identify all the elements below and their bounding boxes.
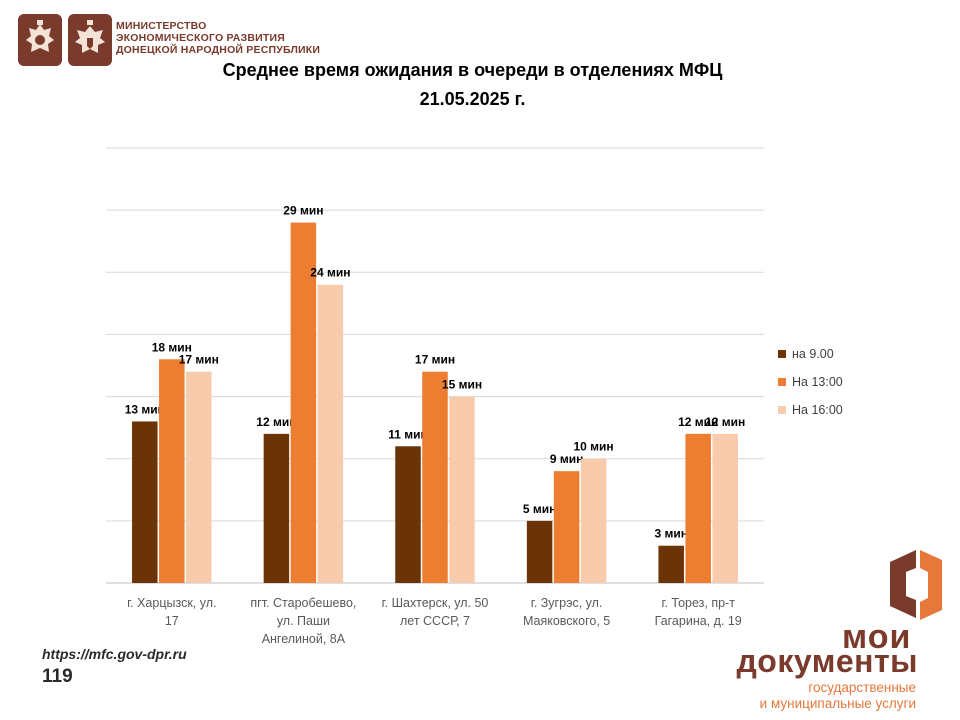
x-tick-label: Маяковского, 5: [523, 614, 610, 628]
bar: [658, 545, 684, 583]
legend-swatch: [778, 406, 786, 414]
x-tick-label: г. Зугрэс, ул.: [531, 596, 603, 610]
ministry-line: ЭКОНОМИЧЕСКОГО РАЗВИТИЯ: [116, 32, 286, 44]
bar: [685, 433, 711, 583]
bar: [159, 359, 185, 583]
bar: [186, 371, 212, 583]
data-label: 3 мин: [654, 527, 688, 541]
bar: [263, 433, 290, 583]
chart-title: Среднее время ожидания в очереди в отдел…: [222, 60, 723, 80]
data-label: 17 мин: [415, 353, 455, 367]
x-tick-label: Гагарина, д. 19: [655, 614, 742, 628]
ministry-line: МИНИСТЕРСТВО: [116, 20, 207, 32]
website-url[interactable]: https://mfc.gov-dpr.ru: [42, 646, 187, 662]
bar: [132, 421, 158, 583]
bar: [526, 520, 553, 583]
x-tick-label: г. Торез, пр-т: [661, 596, 735, 610]
data-label: 12 мин: [705, 415, 745, 429]
legend-item: на 9.00: [778, 340, 843, 368]
legend-swatch: [778, 378, 786, 386]
moi-dokumenty-logo-icon: [890, 550, 942, 620]
ministry-line: ДОНЕЦКОЙ НАРОДНОЙ РЕСПУБЛИКИ: [116, 44, 321, 56]
bar: [290, 222, 317, 584]
x-tick-label: г. Харцызск, ул.: [127, 596, 216, 610]
data-label: 12 мин: [678, 415, 718, 429]
bar: [422, 371, 448, 583]
x-tick-label: г. Шахтерск, ул. 50: [382, 596, 489, 610]
data-label: 12 мин: [256, 415, 296, 429]
russia-coat-of-arms-icon: [18, 14, 62, 66]
chart-subtitle: 21.05.2025 г.: [419, 89, 526, 109]
legend-item: На 16:00: [778, 396, 843, 424]
brand-name-line1: мои: [842, 618, 912, 656]
data-label: 9 мин: [550, 452, 584, 466]
ministry-name: МИНИСТЕРСТВО ЭКОНОМИЧЕСКОГО РАЗВИТИЯ ДОН…: [116, 20, 356, 56]
bar: [580, 458, 607, 583]
legend-label: На 16:00: [792, 403, 843, 417]
bar: [712, 433, 738, 583]
brand-tagline-line2: и муниципальные услуги: [759, 696, 916, 711]
brand-name-line2: документы: [736, 643, 918, 679]
brand-tagline-line1: государственные: [808, 680, 916, 695]
x-tick-label: пгт. Старобешево,: [250, 596, 356, 610]
data-label: 29 мин: [283, 204, 323, 218]
data-label: 17 мин: [179, 353, 219, 367]
legend-item: На 13:00: [778, 368, 843, 396]
data-label: 10 мин: [574, 440, 614, 454]
x-tick-label: Ангелиной, 8А: [262, 632, 346, 646]
page-number: 119: [42, 666, 73, 687]
data-label: 18 мин: [152, 340, 192, 354]
dpr-coat-of-arms-icon: [68, 14, 112, 66]
legend-swatch: [778, 350, 786, 358]
legend-label: На 13:00: [792, 375, 843, 389]
data-label: 24 мин: [310, 266, 350, 280]
x-tick-label: 17: [165, 614, 179, 628]
bar: [395, 446, 421, 583]
bar: [553, 471, 580, 583]
bar: [449, 396, 475, 583]
x-tick-label: лет СССР, 7: [400, 614, 470, 628]
bar: [317, 284, 344, 583]
data-label: 11 мин: [388, 427, 428, 441]
x-tick-label: ул. Паши: [277, 614, 330, 628]
data-label: 5 мин: [523, 502, 557, 516]
data-label: 13 мин: [125, 402, 165, 416]
data-label: 15 мин: [442, 378, 482, 392]
legend-label: на 9.00: [792, 347, 834, 361]
chart-legend: на 9.00 На 13:00 На 16:00: [778, 340, 843, 424]
